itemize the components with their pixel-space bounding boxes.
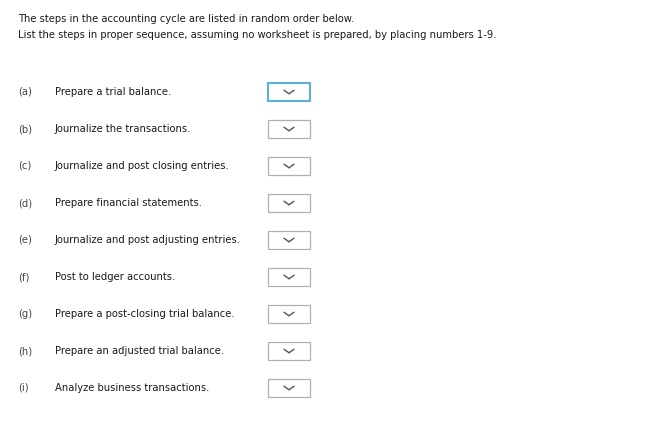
Text: Prepare an adjusted trial balance.: Prepare an adjusted trial balance. bbox=[55, 346, 224, 356]
Text: Prepare financial statements.: Prepare financial statements. bbox=[55, 198, 202, 208]
Text: The steps in the accounting cycle are listed in random order below.: The steps in the accounting cycle are li… bbox=[18, 14, 354, 24]
Text: Post to ledger accounts.: Post to ledger accounts. bbox=[55, 272, 175, 282]
FancyBboxPatch shape bbox=[268, 231, 310, 249]
Text: (h): (h) bbox=[18, 346, 32, 356]
Text: List the steps in proper sequence, assuming no worksheet is prepared, by placing: List the steps in proper sequence, assum… bbox=[18, 30, 497, 40]
Text: Journalize and post closing entries.: Journalize and post closing entries. bbox=[55, 161, 230, 171]
Text: Analyze business transactions.: Analyze business transactions. bbox=[55, 383, 210, 393]
FancyBboxPatch shape bbox=[268, 379, 310, 397]
FancyBboxPatch shape bbox=[268, 342, 310, 360]
Text: Journalize and post adjusting entries.: Journalize and post adjusting entries. bbox=[55, 235, 241, 245]
FancyBboxPatch shape bbox=[268, 157, 310, 175]
Text: (d): (d) bbox=[18, 198, 32, 208]
Text: (c): (c) bbox=[18, 161, 31, 171]
FancyBboxPatch shape bbox=[268, 194, 310, 212]
Text: (b): (b) bbox=[18, 124, 32, 134]
Text: (f): (f) bbox=[18, 272, 29, 282]
Text: Journalize the transactions.: Journalize the transactions. bbox=[55, 124, 191, 134]
Text: (g): (g) bbox=[18, 309, 32, 319]
Text: (e): (e) bbox=[18, 235, 32, 245]
Text: (a): (a) bbox=[18, 87, 32, 97]
Text: Prepare a post-closing trial balance.: Prepare a post-closing trial balance. bbox=[55, 309, 234, 319]
Text: (i): (i) bbox=[18, 383, 29, 393]
FancyBboxPatch shape bbox=[268, 268, 310, 286]
FancyBboxPatch shape bbox=[268, 83, 310, 101]
Text: Prepare a trial balance.: Prepare a trial balance. bbox=[55, 87, 171, 97]
FancyBboxPatch shape bbox=[268, 120, 310, 138]
FancyBboxPatch shape bbox=[268, 305, 310, 323]
